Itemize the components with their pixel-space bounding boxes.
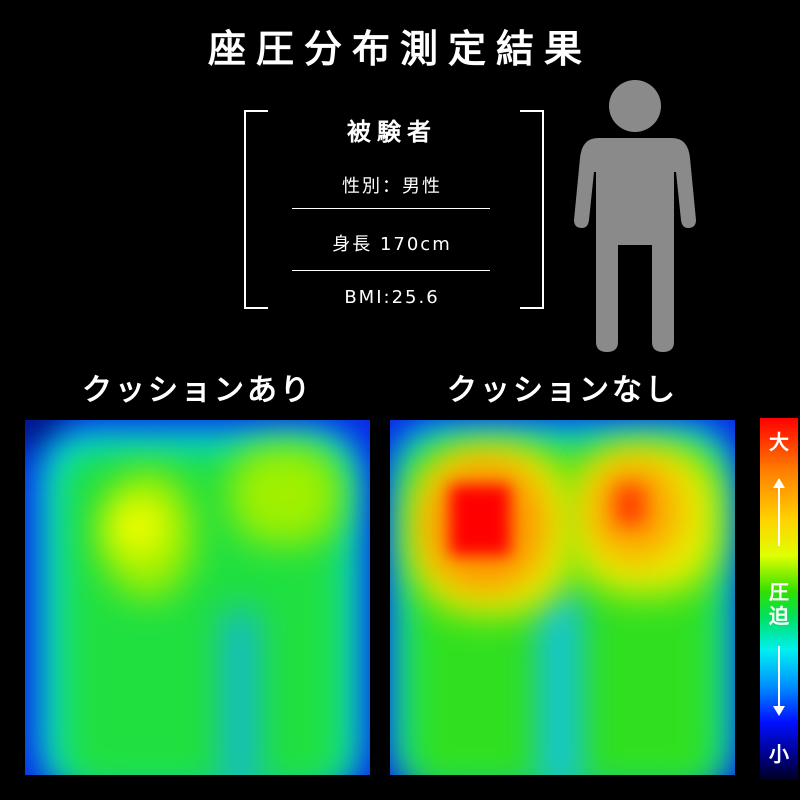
legend-middle-1: 圧 <box>769 580 789 604</box>
page-title: 座圧分布測定結果 <box>207 27 592 71</box>
subject-bmi: BMI:25.6 <box>344 287 440 308</box>
person-icon <box>574 80 696 352</box>
map-label-without-cushion: クッションなし <box>447 373 678 408</box>
divider <box>292 270 490 271</box>
arrow-up-head-icon <box>773 478 785 488</box>
legend-low: 小 <box>769 742 789 766</box>
divider <box>292 208 490 209</box>
subject-height: 身長 170cm <box>332 234 452 255</box>
legend-high: 大 <box>769 430 789 454</box>
heatmap-without-cushion <box>390 420 735 775</box>
heatmap-with-cushion <box>25 420 370 775</box>
pressure-color-legend: 大 圧 迫 小 <box>760 418 798 780</box>
arrow-down-icon <box>778 646 780 708</box>
subject-heading: 被験者 <box>347 118 437 146</box>
right-bracket <box>520 110 544 309</box>
arrow-up-icon <box>778 486 780 546</box>
subject-gender: 性別：男性 <box>342 176 442 197</box>
left-bracket <box>244 110 268 309</box>
legend-middle-2: 迫 <box>769 604 789 628</box>
arrow-down-head-icon <box>773 706 785 716</box>
map-label-with-cushion: クッションあり <box>82 373 313 408</box>
